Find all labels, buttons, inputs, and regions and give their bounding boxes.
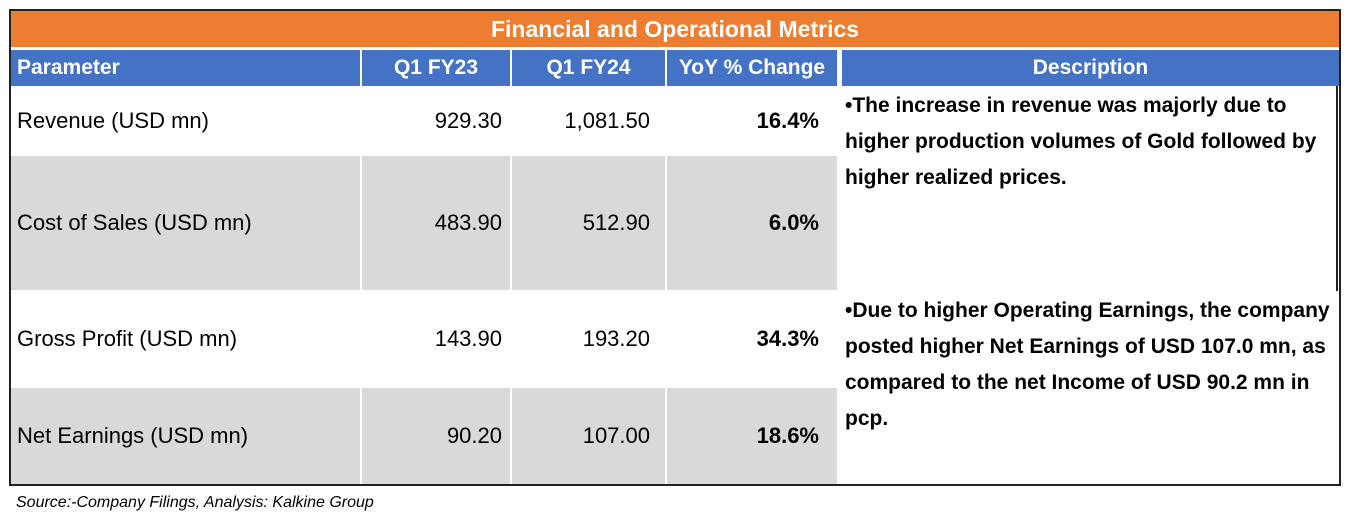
row-q1-fy24: 512.90 [582,210,650,235]
header-yoy-change: YoY % Change [667,50,837,86]
header-parameter: Parameter [11,50,360,86]
row-band [667,388,837,484]
row-q1-fy24: 193.20 [582,326,650,351]
row-parameter: Revenue (USD mn) [17,108,209,133]
source-note: Source:-Company Filings, Analysis: Kalki… [16,494,374,511]
row-band [512,388,665,484]
header-description: Description [842,50,1339,86]
row-yoy: 16.4% [756,108,819,133]
table-row: Cost of Sales (USD mn) 483.90 512.90 6.0… [11,156,839,290]
row-yoy: 34.3% [756,326,819,351]
description-earnings: •Due to higher Operating Earnings, the c… [845,299,1330,430]
row-band [512,156,665,290]
header-q1-fy24: Q1 FY24 [512,50,665,86]
table-title: Financial and Operational Metrics [11,11,1339,47]
row-q1-fy23: 929.30 [434,108,502,133]
description-revenue: •The increase in revenue was majorly due… [845,94,1317,189]
metrics-table: Financial and Operational Metrics Parame… [9,9,1341,486]
row-yoy: 6.0% [768,210,819,235]
table-row: Net Earnings (USD mn) 90.20 107.00 18.6% [11,388,839,484]
row-q1-fy23: 90.20 [446,423,502,448]
row-parameter: Net Earnings (USD mn) [17,423,249,448]
row-q1-fy23: 483.90 [434,210,502,235]
description-divider [1336,86,1338,291]
row-yoy: 18.6% [756,423,819,448]
row-q1-fy24: 1,081.50 [564,108,650,133]
row-q1-fy24: 107.00 [582,423,650,448]
row-band [11,388,360,484]
row-band [362,156,510,290]
row-q1-fy23: 143.90 [434,326,502,351]
row-band [362,388,510,484]
row-band [11,156,360,290]
table-row: Revenue (USD mn) 929.30 1,081.50 16.4% [11,86,839,156]
row-parameter: Cost of Sales (USD mn) [17,210,252,235]
row-parameter: Gross Profit (USD mn) [17,326,238,351]
table-row: Gross Profit (USD mn) 143.90 193.20 34.3… [11,290,839,388]
row-band [667,156,837,290]
header-q1-fy23: Q1 FY23 [362,50,510,86]
